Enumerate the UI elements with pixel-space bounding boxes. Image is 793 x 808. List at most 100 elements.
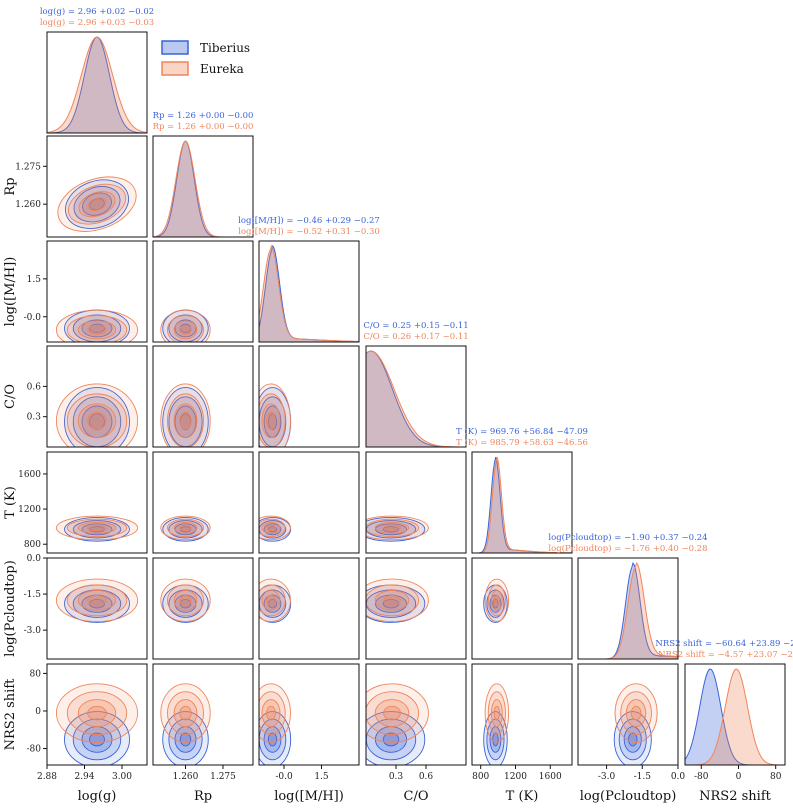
panel-frame-mh-mh [258, 240, 360, 343]
contour-pcloud-t-eureka-2 [490, 590, 503, 611]
contour-nrs2-pcloud-eureka-0 [614, 683, 658, 743]
xtick-label-nrs2-1: 0 [736, 772, 742, 782]
ytick-label-t-1: 1200 [18, 505, 41, 515]
panel-frame-co-mh [258, 345, 360, 448]
contour-t-logg-eureka-2 [77, 521, 117, 534]
panel-rp-rp [153, 140, 253, 237]
contour-co-rp-eureka-0 [160, 383, 211, 447]
contour-nrs2-t-eureka-3 [493, 705, 501, 721]
xtick-label-mh-0: -0.0 [275, 772, 293, 782]
panel-pcloud-mh [259, 578, 292, 623]
panel-frame-co-co [365, 345, 467, 448]
contour-co-logg-eureka-0 [55, 383, 139, 447]
panel-frame-nrs2-pcloud [577, 663, 679, 766]
panel-t-mh [259, 515, 292, 542]
hist-nrs2-tiberius [685, 668, 785, 765]
contour-nrs2-logg-eureka-0 [55, 683, 139, 743]
ytick-label-mh-0: -0.0 [24, 313, 42, 323]
contour-co-rp-eureka-3 [179, 411, 192, 430]
panel-frame-pcloud-pcloud [577, 557, 679, 660]
panel-frame-pcloud-t [471, 557, 573, 660]
panel-pcloud-rp [160, 578, 211, 623]
panel-t-logg [55, 515, 139, 542]
contour-pcloud-rp-eureka-3 [179, 594, 192, 606]
xtick-label-mh-1: 1.5 [314, 772, 329, 782]
panel-t-co [366, 515, 429, 542]
hist-pcloud-tiberius [578, 561, 678, 659]
panel-nrs2-t [483, 683, 510, 765]
panels-layer [46, 31, 786, 766]
panel-frame-t-mh [258, 451, 360, 554]
panel-frame-nrs2-logg [46, 663, 148, 766]
contour-nrs2-co-eureka-0 [366, 683, 429, 743]
panel-frame-mh-rp [152, 240, 254, 343]
contour-t-logg-tiberius-1 [72, 520, 122, 539]
contour-co-logg-eureka-2 [77, 403, 117, 439]
contour-nrs2-pcloud-eureka-3 [630, 705, 642, 721]
panel-frame-co-logg [46, 345, 148, 448]
panel-nrs2-pcloud [613, 683, 658, 765]
panel-pcloud-pcloud [578, 561, 678, 659]
panel-nrs2-logg [55, 683, 139, 765]
contour-pcloud-t-tiberius-2 [489, 594, 502, 613]
title-t-tiberius: T (K) = 969.76 +56.84 −47.09 [456, 426, 588, 437]
contour-co-logg-eureka-1 [66, 393, 128, 447]
xtick-label-rp-1: 1.275 [210, 772, 236, 782]
contour-rp-logg-eureka-3 [87, 197, 107, 211]
title-rp-tiberius: Rp = 1.26 +0.00 −0.00 [153, 111, 254, 121]
panel-frame-nrs2-rp [152, 663, 254, 766]
ytick-label-mh-1: 1.5 [27, 275, 42, 285]
contour-pcloud-logg-eureka-1 [66, 584, 128, 617]
ylabel-nrs2: NRS2 shift [3, 678, 18, 750]
title-logg-tiberius: log(g) = 2.96 +0.02 −0.02 [40, 6, 154, 17]
title-pcloud-eureka: log(Pcloudtop) = −1.76 +0.40 −0.28 [548, 543, 707, 554]
contour-pcloud-co-eureka-2 [374, 590, 410, 611]
contour-pcloud-co-eureka-1 [366, 584, 420, 617]
panel-nrs2-mh [259, 683, 292, 765]
contour-t-mh-eureka-3 [266, 524, 276, 532]
contour-nrs2-rp-eureka-2 [173, 699, 198, 728]
contour-nrs2-mh-eureka-3 [266, 705, 276, 721]
contour-nrs2-t-eureka-1 [487, 691, 506, 735]
xtick-label-t-0: 800 [472, 772, 489, 782]
contour-co-rp-tiberius-0 [162, 387, 209, 447]
title-co-eureka: C/O = 0.26 +0.17 −0.11 [363, 332, 468, 342]
contour-t-rp-eureka-3 [179, 524, 192, 532]
panel-frame-rp-logg [46, 135, 148, 238]
panel-frame-t-t [471, 451, 573, 554]
contour-nrs2-pcloud-eureka-1 [620, 691, 652, 735]
xtick-label-logg-1: 2.94 [74, 772, 94, 782]
contour-co-mh-eureka-2 [261, 403, 281, 439]
contour-pcloud-rp-tiberius-1 [168, 589, 203, 618]
panel-logg-logg [47, 36, 147, 133]
panel-frame-rp-rp [152, 135, 254, 238]
title-nrs2-eureka: NRS2 shift = −4.57 +23.07 −24.90 [658, 650, 793, 660]
xtick-label-nrs2-0: -80 [694, 772, 709, 782]
panel-frame-t-co [365, 451, 467, 554]
ytick-label-rp-0: 1.260 [15, 200, 41, 210]
ytick-label-pcloud-0: -3.0 [24, 626, 42, 636]
hist-nrs2-eureka [685, 668, 785, 765]
legend-label-eureka: Eureka [200, 62, 244, 76]
contour-nrs2-rp-tiberius-1 [168, 718, 203, 761]
contour-pcloud-logg-eureka-0 [55, 578, 139, 623]
contour-pcloud-t-tiberius-1 [486, 589, 505, 618]
panel-frame-pcloud-rp [152, 557, 254, 660]
hist-co-eureka [366, 350, 466, 447]
ytick-label-nrs2-2: 80 [30, 669, 42, 679]
contour-nrs2-logg-tiberius-1 [72, 718, 122, 761]
panel-mh-rp [160, 309, 211, 342]
xlabel-mh: log([M/H]) [274, 789, 344, 804]
contour-nrs2-co-tiberius-0 [366, 711, 426, 765]
contour-mh-logg-eureka-0 [55, 309, 139, 342]
contour-nrs2-mh-eureka-0 [259, 683, 291, 743]
xlabel-logg: log(g) [78, 789, 117, 804]
contour-co-rp-eureka-2 [173, 403, 198, 439]
contour-co-logg-eureka-3 [87, 411, 107, 430]
panel-pcloud-t [483, 578, 510, 623]
contour-pcloud-co-eureka-0 [366, 578, 429, 623]
contour-nrs2-logg-eureka-1 [66, 691, 128, 735]
title-mh-eureka: log([M/H]) = −0.52 +0.31 −0.30 [238, 226, 380, 237]
panel-rp-logg [57, 176, 137, 232]
